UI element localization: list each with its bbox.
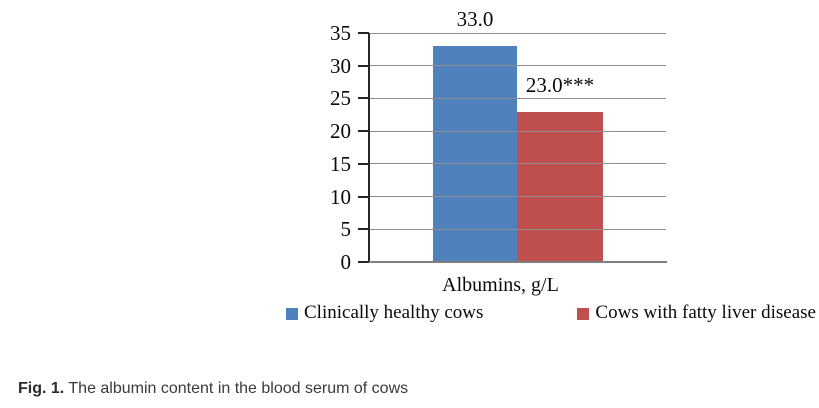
legend-entry-healthy-cows: Clinically healthy cows [286, 301, 483, 325]
legend-label-fatty-liver-cows: Cows with fatty liver disease [595, 302, 816, 323]
plot-area [369, 32, 666, 262]
data-label-healthy-cows: 33.0 [456, 7, 494, 31]
gridline [369, 97, 666, 99]
figure-caption: Fig. 1. The albumin content in the blood… [18, 377, 408, 401]
x-axis-label: Albumins, g/L [442, 274, 559, 296]
y-axis-tick [358, 195, 369, 198]
gridline [369, 196, 666, 198]
y-axis-tick [358, 64, 369, 67]
y-axis-tick-label: 30 [330, 53, 351, 78]
y-axis-tick [358, 162, 369, 165]
y-axis-line [368, 33, 370, 263]
y-axis-tick-label: 20 [330, 119, 351, 144]
legend-entry-fatty-liver-cows: Cows with fatty liver disease [577, 301, 816, 325]
legend-swatch-blue-icon [286, 307, 298, 320]
gridline [369, 32, 666, 34]
legend: Clinically healthy cows Cows with fatty … [286, 301, 816, 325]
y-axis-tick-label: 0 [340, 250, 352, 274]
gridline [369, 163, 666, 165]
y-axis-tick [358, 228, 369, 231]
figure-caption-number: Fig. 1. [18, 380, 65, 397]
data-label-fatty-liver-cows: 23.0*** [525, 73, 595, 97]
y-axis-tick [358, 130, 369, 133]
bar-clinically-healthy-cows [433, 46, 517, 262]
y-axis-tick-label: 5 [340, 217, 352, 242]
y-axis-tick-label: 10 [330, 184, 351, 209]
figure-caption-text: The albumin content in the blood serum o… [68, 380, 409, 397]
legend-swatch-red-icon [577, 307, 590, 320]
gridline [369, 65, 666, 67]
gridline [369, 228, 666, 230]
bar-cows-with-fatty-liver-disease [517, 111, 603, 262]
y-axis-tick [358, 32, 369, 34]
y-axis-tick-label: 15 [330, 151, 351, 176]
y-axis-tick-label: 35 [330, 21, 351, 45]
x-axis-line [369, 261, 667, 263]
y-axis-tick [358, 261, 369, 263]
y-axis-tick-label: 25 [330, 86, 351, 111]
legend-label-healthy-cows: Clinically healthy cows [304, 302, 484, 323]
gridline [369, 130, 666, 132]
y-axis-tick [358, 97, 369, 100]
